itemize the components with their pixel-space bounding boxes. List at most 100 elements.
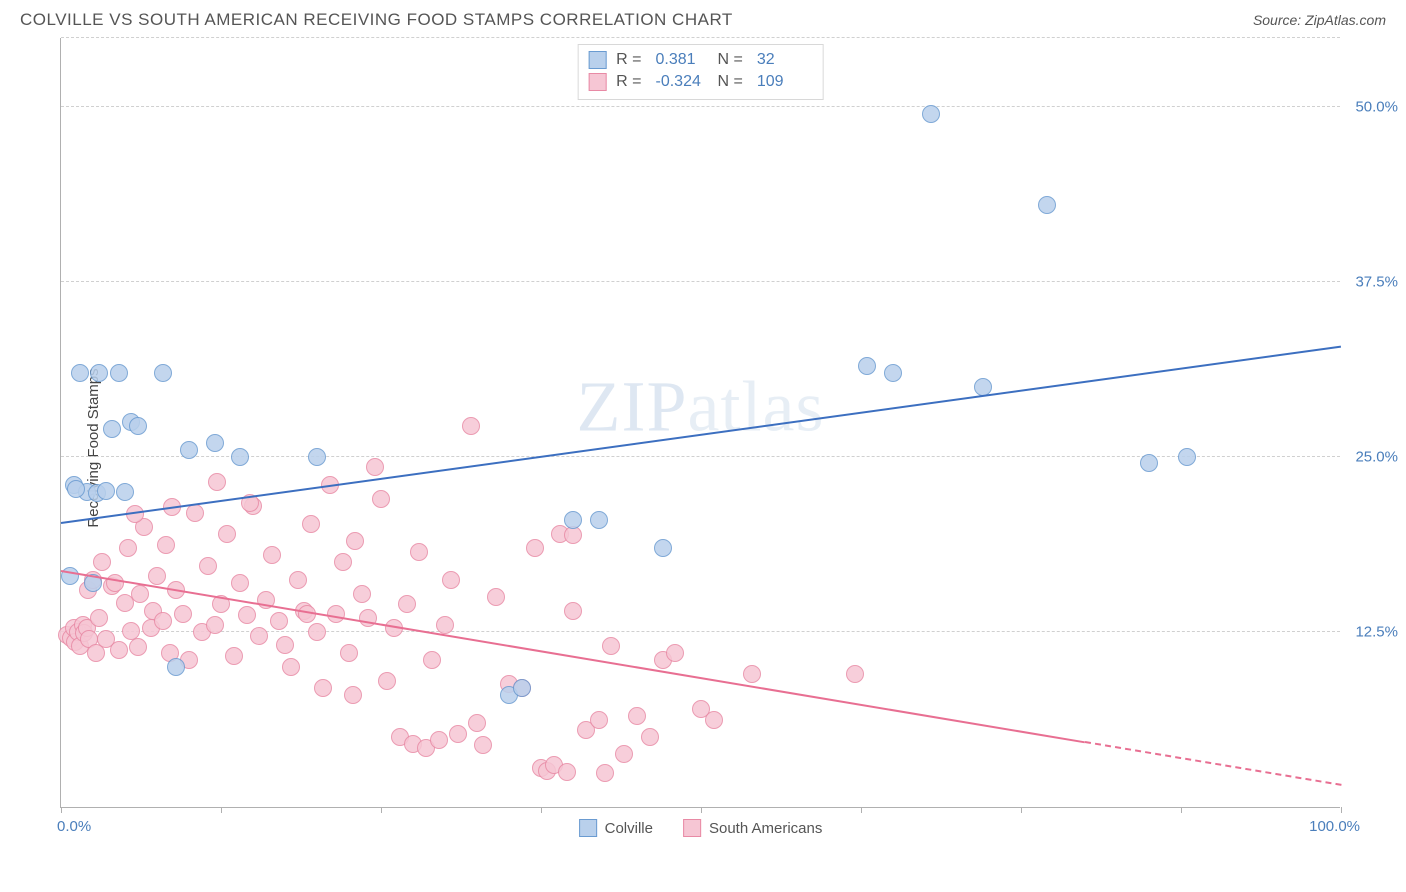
source-prefix: Source: (1253, 12, 1305, 28)
data-point-colville (103, 420, 121, 438)
data-point-south-americans (743, 665, 761, 683)
data-point-colville (884, 364, 902, 382)
chart-container: Receiving Food Stamps ZIPatlas R = 0.381… (20, 38, 1386, 858)
x-tick (221, 807, 222, 813)
data-point-south-americans (157, 536, 175, 554)
data-point-south-americans (154, 612, 172, 630)
data-point-south-americans (353, 585, 371, 603)
data-point-colville (97, 482, 115, 500)
data-point-south-americans (110, 641, 128, 659)
data-point-south-americans (846, 665, 864, 683)
n-value-colville: 32 (757, 49, 809, 71)
data-point-south-americans (218, 525, 236, 543)
plot-area: ZIPatlas R = 0.381 N = 32 R = -0.324 N =… (60, 38, 1340, 808)
x-tick (381, 807, 382, 813)
legend-row-colville: R = 0.381 N = 32 (588, 49, 809, 71)
data-point-south-americans (468, 714, 486, 732)
gridline (61, 106, 1340, 107)
data-point-south-americans (410, 543, 428, 561)
y-tick-label: 37.5% (1355, 274, 1398, 291)
data-point-colville (1140, 454, 1158, 472)
data-point-south-americans (398, 595, 416, 613)
x-tick (701, 807, 702, 813)
r-value-colville: 0.381 (656, 49, 708, 71)
data-point-colville (167, 658, 185, 676)
data-point-south-americans (93, 553, 111, 571)
data-point-south-americans (302, 515, 320, 533)
data-point-south-americans (90, 609, 108, 627)
data-point-colville (1178, 448, 1196, 466)
data-point-colville (590, 511, 608, 529)
data-point-south-americans (174, 605, 192, 623)
x-axis-end-label: 100.0% (1309, 818, 1360, 835)
chart-title: COLVILLE VS SOUTH AMERICAN RECEIVING FOO… (20, 10, 733, 30)
data-point-colville (231, 448, 249, 466)
x-axis-start-label: 0.0% (57, 818, 91, 835)
data-point-south-americans (238, 606, 256, 624)
data-point-colville (858, 357, 876, 375)
data-point-south-americans (564, 526, 582, 544)
data-point-south-americans (526, 539, 544, 557)
data-point-south-americans (186, 504, 204, 522)
data-point-colville (129, 417, 147, 435)
swatch-colville (588, 51, 606, 69)
data-point-south-americans (449, 725, 467, 743)
data-point-south-americans (334, 553, 352, 571)
source-link[interactable]: ZipAtlas.com (1305, 12, 1386, 28)
data-point-south-americans (590, 711, 608, 729)
data-point-colville (90, 364, 108, 382)
n-value-south-americans: 109 (757, 71, 809, 93)
data-point-south-americans (596, 764, 614, 782)
source-attribution: Source: ZipAtlas.com (1253, 12, 1386, 28)
data-point-south-americans (289, 571, 307, 589)
data-point-south-americans (270, 612, 288, 630)
correlation-legend: R = 0.381 N = 32 R = -0.324 N = 109 (577, 44, 824, 100)
legend-item-colville: Colville (579, 819, 653, 837)
n-label: N = (718, 49, 743, 71)
data-point-colville (180, 441, 198, 459)
data-point-south-americans (487, 588, 505, 606)
data-point-south-americans (442, 571, 460, 589)
data-point-south-americans (344, 686, 362, 704)
x-tick (1341, 807, 1342, 813)
swatch-colville-icon (579, 819, 597, 837)
data-point-colville (1038, 196, 1056, 214)
y-tick-label: 50.0% (1355, 99, 1398, 116)
legend-item-south-americans: South Americans (683, 819, 822, 837)
data-point-colville (71, 364, 89, 382)
data-point-south-americans (346, 532, 364, 550)
watermark-bold: ZIP (577, 367, 688, 447)
r-label: R = (616, 71, 641, 93)
r-label: R = (616, 49, 641, 71)
data-point-south-americans (436, 616, 454, 634)
data-point-south-americans (423, 651, 441, 669)
data-point-south-americans (263, 546, 281, 564)
data-point-south-americans (250, 627, 268, 645)
r-value-south-americans: -0.324 (656, 71, 708, 93)
y-tick-label: 25.0% (1355, 449, 1398, 466)
data-point-colville (564, 511, 582, 529)
data-point-south-americans (225, 647, 243, 665)
data-point-colville (654, 539, 672, 557)
legend-label-south-americans: South Americans (709, 820, 822, 837)
x-tick (1021, 807, 1022, 813)
data-point-south-americans (462, 417, 480, 435)
trendline-south-americans (1085, 741, 1341, 786)
trendline-south-americans (61, 570, 1085, 743)
trendline-colville (61, 346, 1341, 524)
data-point-south-americans (564, 602, 582, 620)
x-tick (541, 807, 542, 813)
data-point-south-americans (327, 605, 345, 623)
data-point-south-americans (705, 711, 723, 729)
data-point-south-americans (602, 637, 620, 655)
data-point-colville (922, 105, 940, 123)
data-point-south-americans (340, 644, 358, 662)
gridline (61, 37, 1340, 38)
data-point-south-americans (666, 644, 684, 662)
legend-row-south-americans: R = -0.324 N = 109 (588, 71, 809, 93)
data-point-colville (513, 679, 531, 697)
data-point-south-americans (378, 672, 396, 690)
data-point-south-americans (131, 585, 149, 603)
data-point-south-americans (430, 731, 448, 749)
data-point-colville (116, 483, 134, 501)
